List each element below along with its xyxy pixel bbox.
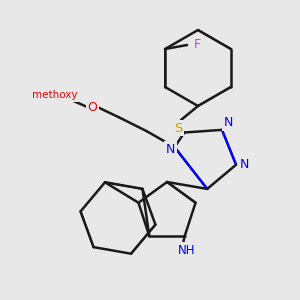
Text: N: N bbox=[223, 116, 232, 129]
Text: S: S bbox=[174, 122, 182, 134]
Text: N: N bbox=[166, 142, 175, 156]
Text: NH: NH bbox=[178, 244, 195, 257]
Text: F: F bbox=[194, 38, 201, 52]
Text: O: O bbox=[88, 100, 98, 114]
Text: methoxy: methoxy bbox=[32, 90, 77, 100]
Text: N: N bbox=[239, 158, 249, 171]
